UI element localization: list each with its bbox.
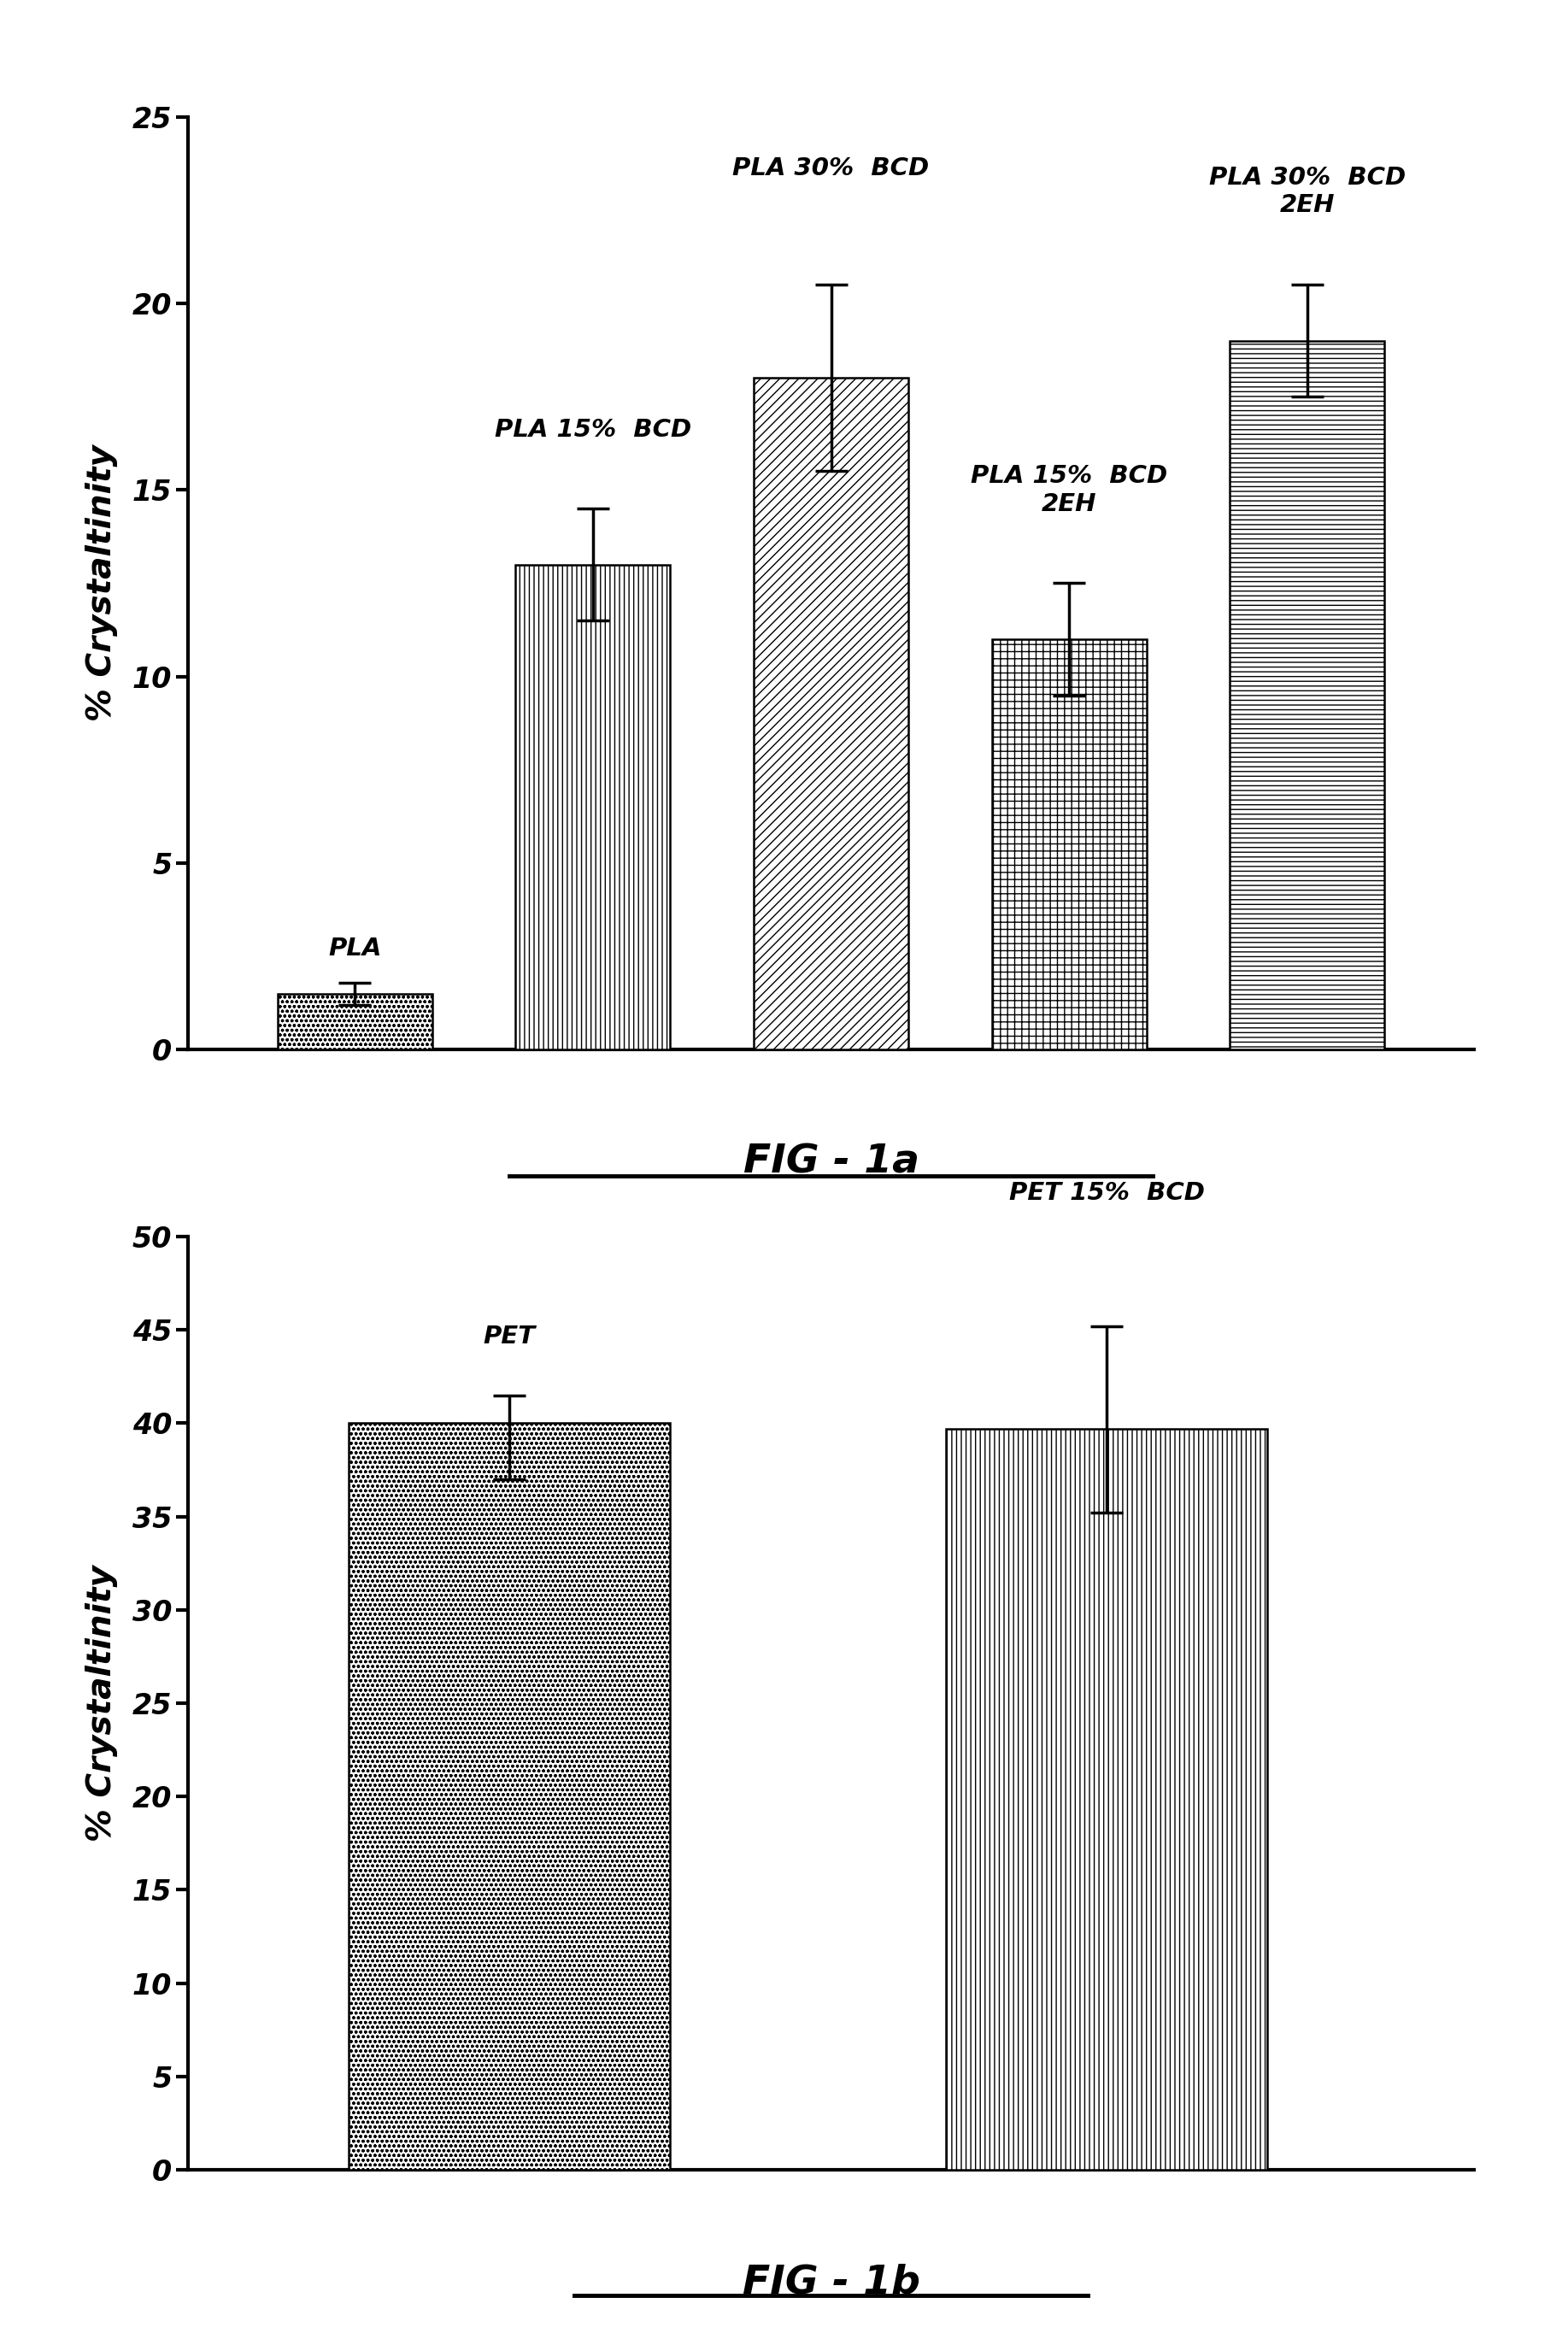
Text: PLA 30%  BCD
2EH: PLA 30% BCD 2EH [1209, 166, 1405, 217]
Text: PLA 30%  BCD: PLA 30% BCD [732, 156, 930, 180]
Bar [991, 639, 1146, 1050]
Text: PET: PET [483, 1325, 536, 1348]
Y-axis label: % Crystaltinity: % Crystaltinity [86, 446, 118, 721]
Y-axis label: % Crystaltinity: % Crystaltinity [86, 1565, 118, 1841]
Bar [348, 1423, 671, 2170]
Text: PLA 15%  BCD
2EH: PLA 15% BCD 2EH [971, 464, 1168, 516]
Bar [516, 565, 671, 1050]
Text: FIG - 1a: FIG - 1a [743, 1143, 919, 1180]
Text: PET 15%  BCD: PET 15% BCD [1008, 1180, 1204, 1204]
Bar [754, 378, 908, 1050]
Text: PLA: PLA [328, 936, 381, 961]
Text: PLA 15%  BCD: PLA 15% BCD [494, 418, 691, 441]
Bar [946, 1428, 1267, 2170]
Text: FIG - 1b: FIG - 1b [742, 2263, 920, 2300]
Bar [1229, 341, 1385, 1050]
Bar [278, 994, 433, 1050]
